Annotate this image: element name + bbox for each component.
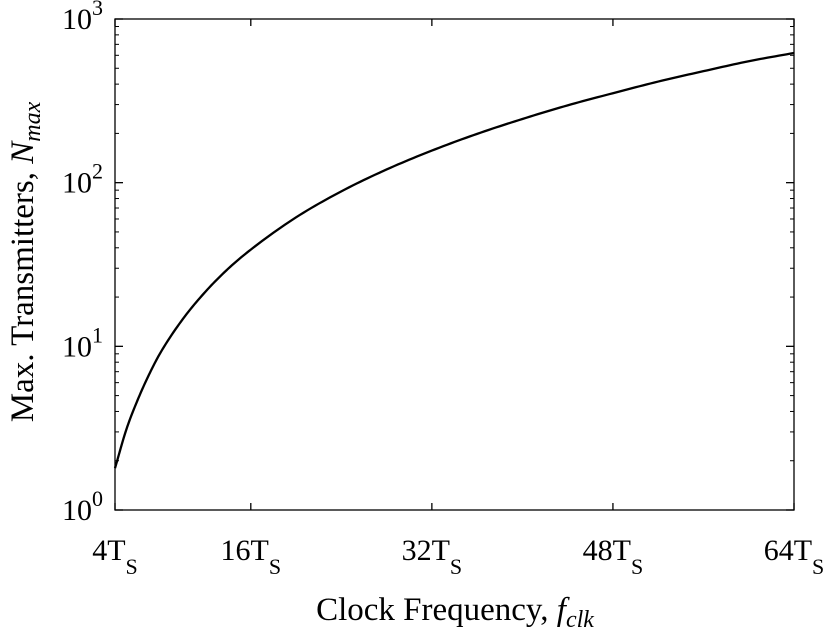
x-axis-label: Clock Frequency, fclk (316, 592, 594, 627)
x-tick-label: 4TS (92, 534, 138, 579)
x-tick-label: 32TS (402, 534, 463, 579)
plot-area-frame (114, 18, 795, 511)
series-line (113, 51, 795, 469)
y-axis-label: Max. Transmitters, Nmax (5, 101, 46, 422)
y-tick-label: 102 (62, 159, 103, 200)
x-axis-ticks: 4TS 16TS 32TS 48TS 64TS (92, 19, 824, 579)
y-tick-label: 100 (62, 486, 103, 527)
x-tick-label: 48TS (583, 534, 644, 579)
y-tick-label: 103 (62, 0, 103, 36)
y-axis-ticks: 100 101 102 103 (62, 0, 794, 527)
x-tick-label: 64TS (764, 534, 825, 579)
x-tick-label: 16TS (221, 534, 282, 579)
y-tick-label: 101 (62, 322, 103, 363)
